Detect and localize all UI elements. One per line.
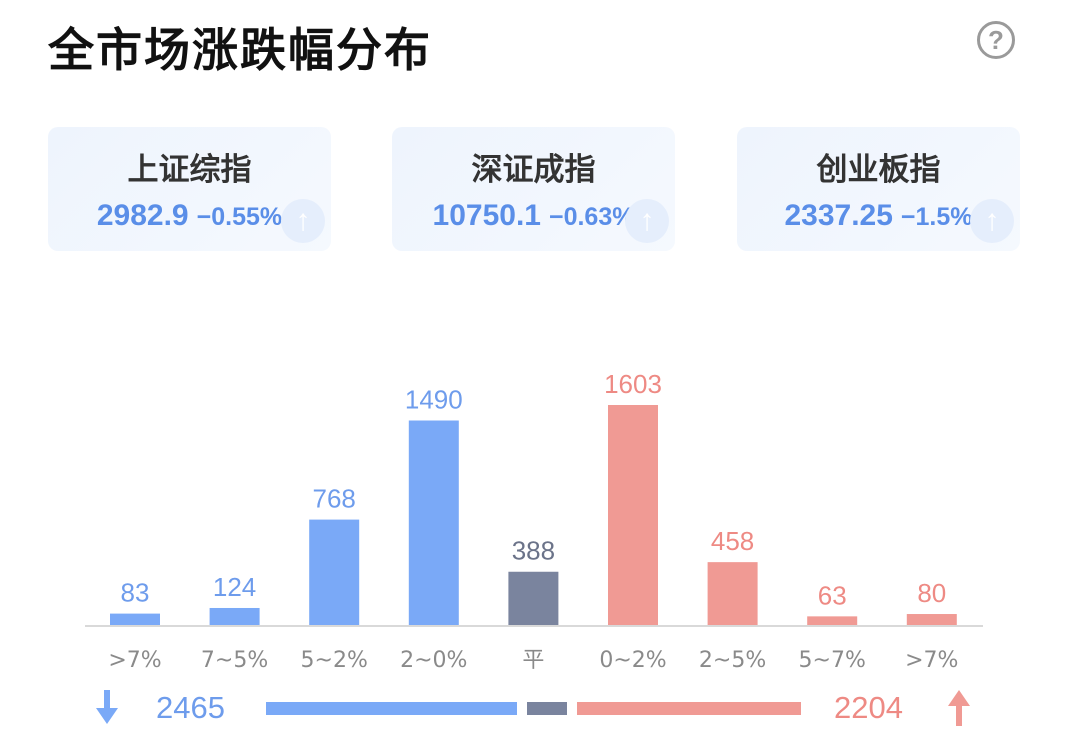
bar-value-label: 1603 xyxy=(604,369,662,399)
bar-value-label: 83 xyxy=(121,578,150,608)
bar-value-label: 63 xyxy=(818,580,847,610)
bar-value-label: 768 xyxy=(313,484,356,514)
down-arrow-icon xyxy=(96,690,118,724)
down-total: 2465 xyxy=(156,690,225,725)
trend-arrow-icon: ↑ xyxy=(625,199,669,243)
bar-6 xyxy=(707,562,758,625)
up-arrow-icon xyxy=(948,690,970,726)
category-label: 2~5% xyxy=(699,648,766,673)
category-label: >7% xyxy=(108,648,161,673)
index-value: 10750.1 xyxy=(432,199,541,232)
trend-arrow-icon: ↑ xyxy=(281,199,325,243)
bar-2 xyxy=(309,519,360,625)
index-change: −1.5% xyxy=(900,203,973,231)
category-label: 5~2% xyxy=(301,648,368,673)
category-label: 平 xyxy=(522,648,544,673)
category-label: 7~5% xyxy=(201,648,268,673)
bar-7 xyxy=(807,616,858,625)
index-card-chinext[interactable]: 创业板指 2337.25 −1.5% ↑ xyxy=(737,127,1020,251)
bar-1 xyxy=(209,607,260,625)
up-total: 2204 xyxy=(834,690,903,725)
bar-value-label: 124 xyxy=(213,572,256,602)
index-value: 2337.25 xyxy=(784,199,893,232)
index-name: 创业板指 xyxy=(816,152,941,188)
index-change: −0.63% xyxy=(548,203,635,231)
index-name: 上证综指 xyxy=(127,152,252,188)
bar-value-label: 80 xyxy=(917,578,946,608)
bar-4 xyxy=(508,571,559,625)
distribution-chart: 83 >7% 124 7~5% 768 5~2% 1490 2~0% 388 平 1603 0~2% 4… xyxy=(85,369,983,673)
flat-proportion-bar xyxy=(527,702,567,715)
index-value: 2982.9 xyxy=(96,199,189,232)
bar-value-label: 458 xyxy=(711,526,754,556)
index-card-shanghai[interactable]: 上证综指 2982.9 −0.55% ↑ xyxy=(48,127,331,251)
category-label: 5~7% xyxy=(799,648,866,673)
trend-arrow-icon: ↑ xyxy=(970,199,1014,243)
bar-value-label: 388 xyxy=(512,536,555,566)
page-title: 全市场涨跌幅分布 xyxy=(48,23,432,77)
category-label: 2~0% xyxy=(400,648,467,673)
category-label: 0~2% xyxy=(599,648,666,673)
bar-5 xyxy=(608,405,658,625)
index-name: 深证成指 xyxy=(471,152,596,188)
bar-value-label: 1490 xyxy=(405,385,463,415)
down-proportion-bar xyxy=(266,702,518,715)
help-icon[interactable]: ? xyxy=(977,21,1015,59)
bar-8 xyxy=(906,614,957,625)
category-label: >7% xyxy=(905,648,958,673)
up-proportion-bar xyxy=(576,702,801,715)
index-change: −0.55% xyxy=(196,203,283,231)
bar-0 xyxy=(110,613,160,625)
bar-3 xyxy=(408,420,459,625)
index-card-shenzhen[interactable]: 深证成指 10750.1 −0.63% ↑ xyxy=(392,127,675,251)
